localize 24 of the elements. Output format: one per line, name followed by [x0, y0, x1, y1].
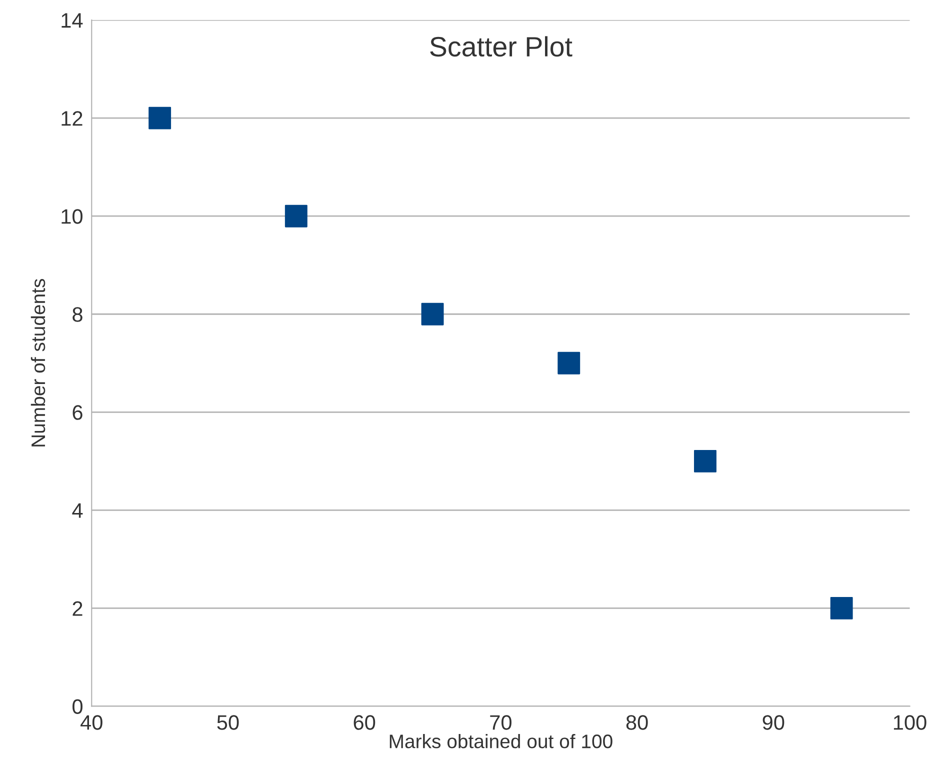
- x-tick-label: 80: [626, 715, 648, 730]
- point: [558, 352, 580, 374]
- x-tick-label: 50: [217, 715, 239, 730]
- x-tick-label: 70: [490, 715, 512, 730]
- y-tick-label: 14: [62, 13, 83, 28]
- point: [284, 204, 308, 228]
- point: [421, 302, 444, 326]
- x-tick-label: 90: [762, 715, 784, 730]
- y-tick-label: 12: [62, 111, 82, 126]
- point: [830, 596, 853, 620]
- chart-title: Scatter Plot: [430, 36, 572, 57]
- x-tick-label: 60: [354, 715, 376, 730]
- y-tick-label: 10: [62, 209, 82, 224]
- y-axis-title: Number of students: [30, 278, 46, 446]
- y-tick-label: 8: [72, 307, 82, 322]
- y-tick-label: 6: [72, 405, 82, 420]
- x-axis-title: Marks obtained out of 100: [390, 734, 612, 748]
- x-tick-label: 100: [894, 715, 926, 730]
- y-tick-label: 4: [72, 503, 83, 518]
- point: [694, 450, 716, 472]
- y-tick-label: 2: [72, 601, 82, 616]
- point: [148, 106, 172, 130]
- x-tick-label: 40: [80, 715, 102, 730]
- y-tick-label: 0: [72, 699, 82, 714]
